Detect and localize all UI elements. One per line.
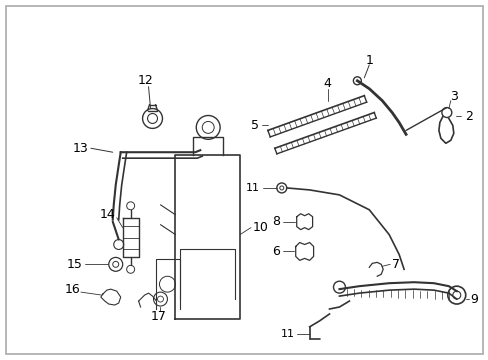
Text: 12: 12 <box>138 74 153 87</box>
Text: 16: 16 <box>65 283 81 296</box>
Text: 11: 11 <box>245 183 260 193</box>
Text: 8: 8 <box>271 215 279 228</box>
Text: 1: 1 <box>365 54 372 67</box>
Text: 6: 6 <box>271 245 279 258</box>
Text: 17: 17 <box>150 310 166 323</box>
Text: 4: 4 <box>323 77 331 90</box>
Text: 15: 15 <box>67 258 83 271</box>
Text: 5: 5 <box>250 119 259 132</box>
Text: 9: 9 <box>470 293 478 306</box>
Text: 2: 2 <box>464 110 472 123</box>
Text: 7: 7 <box>391 258 399 271</box>
Text: 13: 13 <box>73 142 89 155</box>
Text: 14: 14 <box>100 208 116 221</box>
Text: 3: 3 <box>449 90 457 103</box>
Text: 10: 10 <box>252 221 268 234</box>
Text: 11: 11 <box>280 329 294 339</box>
